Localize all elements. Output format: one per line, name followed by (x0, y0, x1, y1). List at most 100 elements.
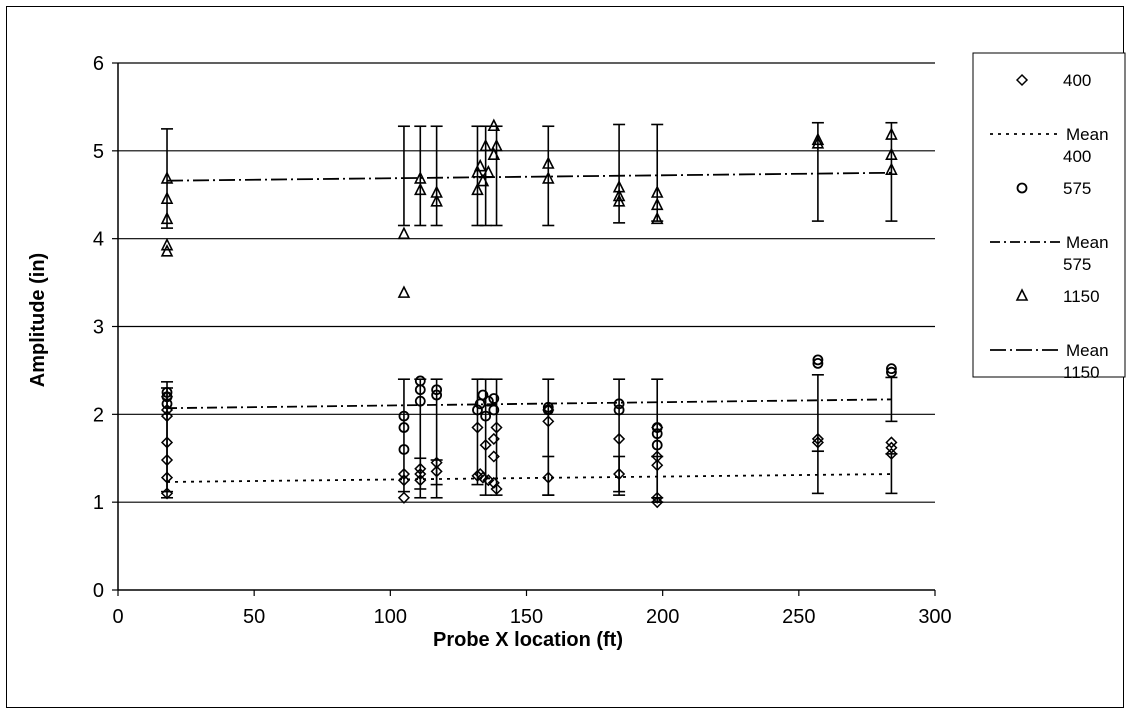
x-tick-label: 200 (646, 606, 679, 628)
circle-point (477, 389, 489, 401)
error-bar (479, 125, 492, 227)
circle-point (613, 404, 625, 416)
diamond-point (430, 465, 443, 478)
y-axis-title: Amplitude (in) (27, 253, 49, 387)
diamond-point (160, 410, 174, 423)
circle-point (161, 386, 173, 398)
triangle-point (541, 156, 555, 169)
legend-label: 575 (1063, 255, 1091, 274)
x-tick-label: 50 (243, 606, 265, 628)
triangle-point (473, 158, 487, 172)
legend-triangle-symbol (1015, 288, 1029, 301)
error-bar (613, 123, 626, 224)
diamond-point (651, 450, 664, 463)
legend-label: Mean (1066, 341, 1109, 360)
diamond-point (487, 476, 500, 489)
plot-area: 0 1 2 3 4 5 6 0 50 100 150 200 250 300 (93, 53, 952, 628)
series-mean-575 (167, 398, 892, 410)
triangle-point (650, 211, 664, 225)
error-bar (542, 125, 555, 227)
legend-entry: 400 (1015, 71, 1091, 90)
series-1150 (160, 118, 898, 298)
diamond-point (160, 436, 174, 449)
triangle-point (471, 182, 484, 196)
legend-entry: Mean 400 (990, 125, 1109, 166)
diamond-point (160, 453, 174, 467)
diamond-point (885, 441, 898, 454)
legend-entry: 1150 (1015, 287, 1100, 306)
diamond-point (414, 462, 427, 475)
legend-label: 1150 (1063, 363, 1100, 382)
circle-point (812, 354, 824, 366)
circle-point (651, 422, 663, 433)
error-bar (811, 450, 824, 495)
circle-point (812, 357, 824, 369)
circle-point (482, 395, 494, 407)
circle-point (488, 393, 500, 404)
legend-entry: 575 (1016, 179, 1091, 198)
triangle-point (650, 185, 664, 198)
mean-line (167, 171, 892, 182)
triangle-point (487, 147, 501, 161)
series-mean-1150 (167, 171, 892, 182)
legend-box (972, 52, 1126, 378)
diamond-point (613, 432, 626, 445)
diamond-point (542, 415, 555, 428)
triangle-point (160, 237, 174, 251)
circle-point (651, 439, 663, 451)
diamond-point (397, 467, 411, 481)
diamond-point (885, 436, 898, 449)
diamond-point (490, 421, 503, 434)
triangle-point (430, 193, 443, 207)
triangle-point (397, 285, 411, 298)
legend-label: Mean (1066, 233, 1109, 252)
legend-circle-symbol (1016, 182, 1028, 194)
triangle-point (430, 185, 443, 198)
x-axis-title: Probe X location (ft) (433, 629, 623, 651)
legend: 400 Mean 400 575 Mean 575 1150 Mean 1150 (972, 52, 1126, 382)
error-bar (430, 125, 443, 227)
circle-point (398, 444, 410, 455)
triangle-point (397, 226, 411, 240)
diamond-point (811, 432, 824, 445)
diamond-point (414, 467, 427, 481)
triangle-point (885, 162, 898, 175)
circle-point (886, 366, 897, 378)
diamond-point (160, 471, 174, 484)
diamond-point (651, 459, 664, 472)
diamond-point (430, 456, 443, 469)
triangle-point (487, 118, 501, 132)
circle-point (398, 422, 410, 433)
diamond-point (613, 467, 626, 481)
circle-point (651, 428, 663, 440)
triangle-point (490, 138, 503, 152)
triangle-point (612, 188, 626, 202)
legend-diamond-symbol (1015, 73, 1029, 87)
x-tick-label: 250 (782, 606, 815, 628)
diamond-point (542, 471, 555, 484)
triangle-point (160, 191, 174, 204)
x-tick-label: 300 (918, 606, 951, 628)
triangle-point (612, 179, 626, 193)
y-tick-label: 0 (93, 580, 104, 602)
circle-point (161, 398, 173, 410)
circle-point (472, 404, 483, 416)
x-tick-label: 150 (510, 606, 543, 628)
triangle-point (413, 182, 427, 196)
y-tick-label: 6 (93, 53, 104, 75)
triangle-point (811, 136, 825, 149)
diamond-point (651, 491, 664, 504)
triangle-point (160, 171, 174, 184)
circle-point (161, 391, 173, 403)
diamond-point (471, 421, 484, 434)
circle-point (414, 395, 426, 407)
diamond-point (160, 487, 174, 500)
circle-point (886, 363, 897, 375)
diamond-point (487, 450, 500, 463)
series-mean-400 (167, 473, 892, 483)
series-400 (160, 390, 898, 509)
mean-line (167, 398, 892, 410)
triangle-point (650, 197, 664, 211)
diamond-point (397, 491, 411, 504)
